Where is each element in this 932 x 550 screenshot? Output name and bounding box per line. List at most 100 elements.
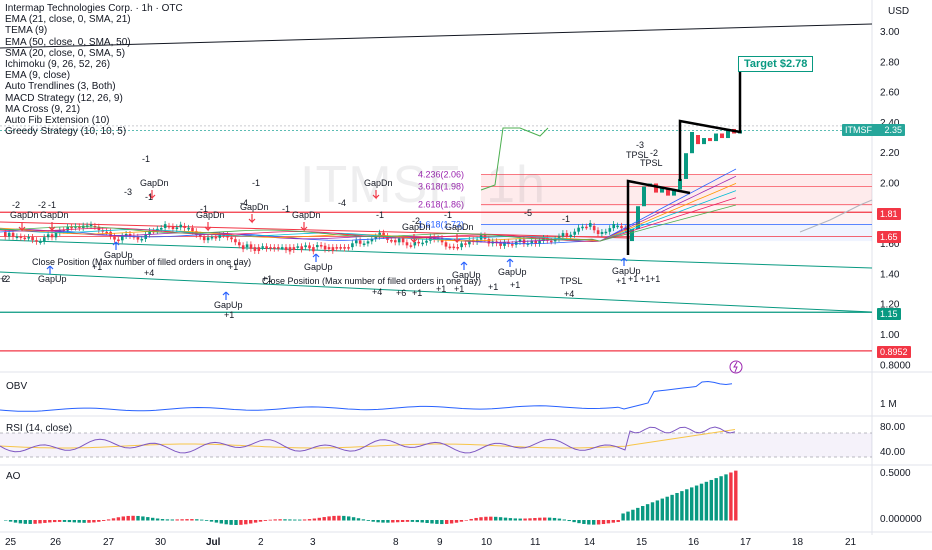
indicator-auto-trendlines[interactable]: Auto Trendlines (3, Both) bbox=[5, 81, 116, 93]
ao-bar bbox=[141, 516, 145, 521]
candle-body bbox=[245, 244, 249, 248]
candle-body bbox=[210, 236, 214, 239]
ao-bar bbox=[327, 516, 331, 521]
price-tick-label: 1.00 bbox=[880, 330, 900, 341]
level-tag-115: 1.15 bbox=[877, 308, 901, 320]
gapup-label: GapUp bbox=[452, 270, 481, 280]
time-tick-label: 15 bbox=[636, 537, 648, 548]
ao-bar bbox=[62, 520, 67, 522]
time-tick-label: 25 bbox=[5, 537, 17, 548]
candle-body bbox=[300, 246, 303, 250]
ao-bar bbox=[626, 511, 630, 521]
signal-number: -2 bbox=[12, 200, 20, 210]
candle-body bbox=[569, 234, 573, 237]
ao-bar bbox=[650, 502, 655, 521]
down-arrow-icon bbox=[18, 222, 26, 232]
ao-bar bbox=[273, 519, 277, 521]
ao-bar bbox=[670, 494, 674, 521]
down-arrow-icon bbox=[300, 222, 308, 232]
indicator-auto-fib[interactable]: Auto Fib Extension (10) bbox=[5, 115, 110, 127]
ao-bar bbox=[577, 520, 581, 524]
ao-bar bbox=[381, 520, 385, 523]
candle-body bbox=[105, 231, 108, 234]
indicator-sma20[interactable]: SMA (20, close, 0, SMA, 5) bbox=[5, 47, 126, 59]
moving-average-line bbox=[0, 204, 737, 242]
ao-bar bbox=[302, 519, 307, 521]
ao-bar bbox=[543, 517, 547, 521]
ao-bar bbox=[8, 520, 13, 522]
ao-bar bbox=[253, 520, 258, 523]
candle-body bbox=[214, 236, 218, 239]
pattern-line-1 bbox=[626, 179, 691, 255]
candle-body bbox=[351, 243, 354, 248]
indicator-ma-cross[interactable]: MA Cross (9, 21) bbox=[5, 103, 81, 115]
candle-body bbox=[15, 236, 19, 238]
signal-number: -1 bbox=[145, 192, 153, 202]
gapdn-label: GapDn bbox=[402, 222, 431, 232]
candle-body bbox=[312, 247, 315, 252]
ao-bar bbox=[126, 515, 130, 521]
candle-body bbox=[171, 226, 175, 230]
fib-level-label: 1.618(1.73) bbox=[418, 219, 464, 229]
ao-bar bbox=[219, 520, 223, 524]
indicator-greedy-strategy[interactable]: Greedy Strategy (10, 10, 5) bbox=[5, 126, 127, 138]
signal-number: +1 bbox=[454, 284, 464, 294]
ao-bar bbox=[175, 519, 179, 521]
ao-bar bbox=[400, 520, 405, 522]
ao-bar bbox=[405, 520, 410, 522]
up-arrow-icon bbox=[620, 257, 628, 266]
tpsl-label: TPSL bbox=[626, 150, 649, 160]
indicator-macd-strategy[interactable]: MACD Strategy (12, 26, 9) bbox=[5, 92, 123, 104]
chart-title: Intermap Technologies Corp. · 1h · OTC bbox=[5, 3, 183, 14]
ao-bar bbox=[601, 520, 606, 525]
candle-body bbox=[78, 226, 81, 228]
indicator-ema50[interactable]: EMA (50, close, 0, SMA, 50) bbox=[5, 36, 131, 48]
ao-bar bbox=[180, 519, 184, 521]
ao-bar bbox=[645, 504, 650, 521]
fib-level-label: 3.618(1.98) bbox=[418, 182, 464, 192]
moving-average-line bbox=[0, 168, 737, 245]
candle-body bbox=[409, 245, 413, 247]
gapdn-label: GapDn bbox=[140, 178, 169, 188]
candle-body bbox=[347, 247, 350, 249]
candle-body bbox=[343, 247, 346, 249]
ao-bar bbox=[356, 518, 361, 521]
rsi-tick-label: 80.00 bbox=[880, 422, 905, 433]
ao-bar bbox=[489, 516, 493, 521]
ao-bar bbox=[151, 517, 155, 521]
candle-body bbox=[23, 237, 27, 240]
ao-bar bbox=[494, 516, 498, 521]
candle-body bbox=[187, 227, 190, 230]
candle-body bbox=[35, 240, 38, 242]
ao-bar bbox=[224, 520, 228, 525]
signal-number: +1 bbox=[640, 274, 650, 284]
ao-bar bbox=[28, 520, 32, 524]
indicator-ichimoku[interactable]: Ichimoku (9, 26, 52, 26) bbox=[5, 59, 111, 71]
down-arrow-icon bbox=[48, 222, 56, 232]
gapdn-label: GapDn bbox=[445, 222, 474, 232]
down-arrow-icon bbox=[248, 214, 256, 224]
last-price-value: 2.35 bbox=[884, 125, 903, 135]
ao-bar bbox=[435, 520, 439, 524]
candle-body bbox=[589, 223, 592, 227]
candle-body bbox=[708, 138, 712, 142]
candle-body bbox=[85, 225, 89, 227]
ao-bar bbox=[734, 470, 738, 521]
ao-bar bbox=[498, 517, 503, 521]
indicator-ema9[interactable]: EMA (9, close) bbox=[5, 70, 71, 82]
indicator-tema[interactable]: TEMA (9) bbox=[5, 25, 48, 37]
candle-body bbox=[413, 241, 417, 246]
indicator-ema21[interactable]: EMA (21, close, 0, SMA, 21) bbox=[5, 14, 131, 26]
candle-body bbox=[660, 188, 664, 193]
target-label: Target $2.78 bbox=[738, 56, 814, 72]
gapdn-label: GapDn bbox=[364, 178, 393, 188]
candle-body bbox=[234, 239, 237, 243]
ao-bar bbox=[685, 489, 689, 521]
candle-body bbox=[202, 236, 206, 241]
ao-bar bbox=[214, 520, 219, 523]
ao-bar bbox=[48, 520, 52, 523]
ao-pane-label: AO bbox=[6, 471, 21, 482]
ao-bar bbox=[288, 519, 292, 521]
ao-bar bbox=[665, 496, 669, 521]
